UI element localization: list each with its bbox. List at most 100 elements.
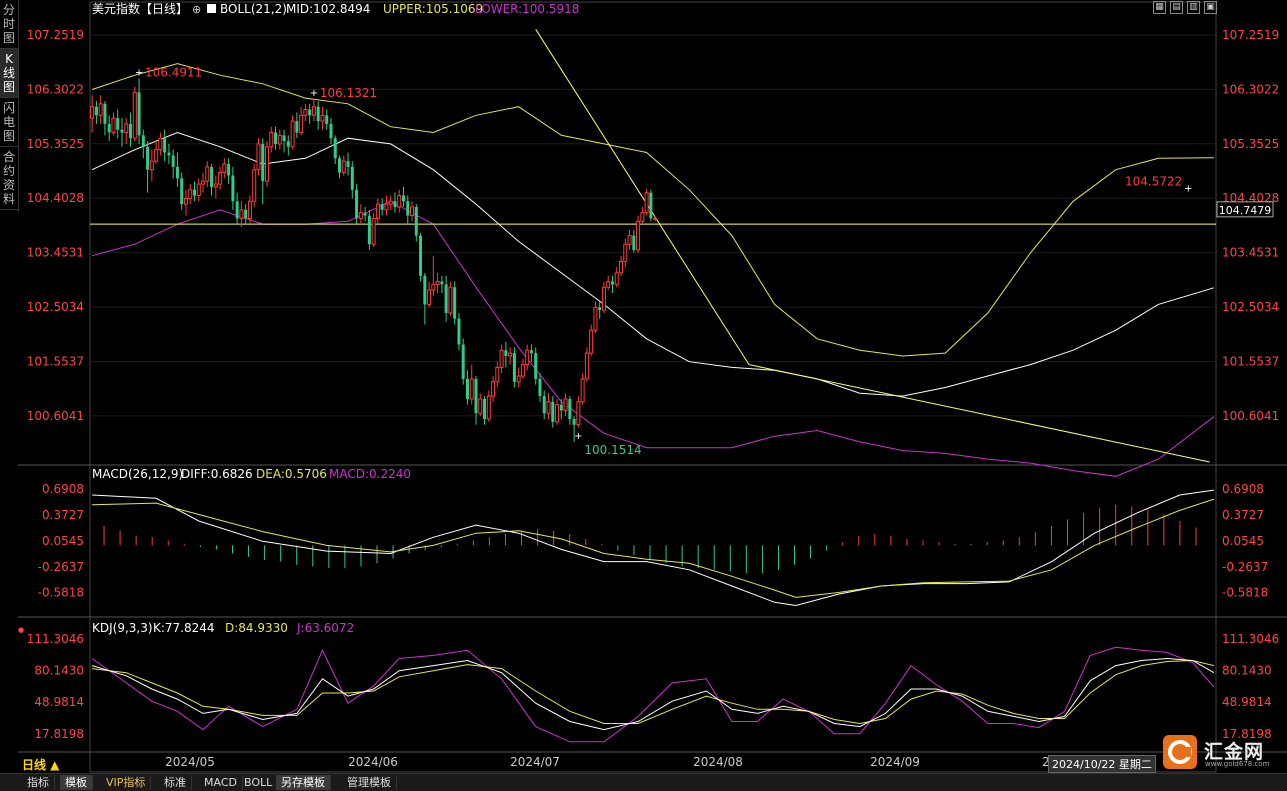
macd-tick-right: -0.2637 [1222,560,1268,574]
candle-body [235,201,239,219]
candle-body [277,134,282,145]
kdj-tick-left: 48.9814 [34,695,84,709]
price-tick-right: 105.3525 [1222,137,1279,151]
candle-body [205,166,210,182]
boll-label: BOLL(21,2) [220,2,287,16]
x-axis-label: 2024/08 [693,755,743,769]
candle-body [158,137,163,151]
price-tick-right: 101.5537 [1222,354,1279,368]
kdj-label: KDJ(9,3,3) [92,621,153,635]
price-tick-right: 107.2519 [1222,28,1279,42]
candle-body [329,123,333,139]
candle-body [175,166,179,179]
x-axis-label: 2 [1042,755,1050,769]
price-tick-right: 100.6041 [1222,409,1279,423]
candle-body [325,115,329,124]
candle-body [601,286,606,311]
candle-body [363,212,367,216]
macd-tick-right: 0.3727 [1222,508,1264,522]
candle-body [542,396,546,414]
candle-body [388,200,393,205]
candle-body [213,183,218,188]
candle-body [465,378,469,399]
tab-macd[interactable]: MACD [199,775,243,790]
kdj-k-value: K:77.8244 [153,621,215,635]
candle-body [534,353,538,379]
candle-body [218,172,223,185]
boll-mid-line [91,131,1215,397]
tab-templates[interactable]: 模板 [60,775,93,790]
tab-contract-info[interactable]: 合约资料 [0,147,18,210]
macd-tick-left: 0.0545 [42,534,84,548]
kdj-tick-left: 80.1430 [34,664,84,678]
tab-standard[interactable]: 标准 [159,775,192,790]
chart-title: 美元指数【日线】 [92,1,188,16]
candle-body [98,103,103,116]
trend-line [535,29,1210,463]
candle-body [483,398,487,420]
tab-flash[interactable]: 闪电图 [0,98,18,147]
macd-tick-left: -0.5818 [38,586,84,600]
price-tick-left: 101.5537 [27,354,84,368]
tab-timeshare[interactable]: 分时图 [0,0,18,49]
current-price: 104.7479 [1219,204,1272,217]
macd-tick-left: 0.3727 [42,508,84,522]
marker-icon: + [135,68,143,79]
macd-tick-right: -0.5818 [1222,586,1268,600]
candle-body [453,287,457,319]
window-controls: ▦ ▤ ▥ ▣ [1153,1,1219,15]
add-icon: ⊕ [192,3,201,16]
candle-body [486,395,491,420]
candle-body [137,92,141,136]
candle-body [627,235,632,245]
settings-icon[interactable]: ▣ [1204,1,1217,14]
price-tick-left: 105.3525 [27,137,84,151]
candle-body [282,135,286,142]
indicator-dot-icon: ● [18,626,24,634]
candle-body [167,152,171,156]
candle-body [495,366,500,383]
candle-body [610,281,614,285]
candle-body [90,106,95,119]
macd-tick-left: -0.2637 [38,560,84,574]
candle-body [414,206,418,236]
candle-body [261,143,265,182]
period-selector[interactable]: 日线 ▲ [22,758,60,772]
candle-body [222,163,227,174]
layout-icon[interactable]: ▤ [1170,1,1183,14]
candle-body [614,272,619,285]
macd-label: MACD(26,12,9) [92,467,183,481]
tab-kline[interactable]: K线图 [0,49,18,98]
candle-body [346,161,350,167]
tab-save-template[interactable]: 另存模板 [276,775,331,790]
candle-body [619,260,624,274]
candle-body [286,141,290,147]
candle-body [265,146,270,182]
candle-body [589,329,594,354]
current-price-box [1216,201,1274,218]
legend-box-icon [207,4,216,13]
candle-body [269,131,274,148]
plot-frame [89,1,1217,773]
price-tick-left: 102.5034 [27,300,84,314]
macd-dea-value: DEA:0.5706 [256,467,327,481]
price-annotation: 100.1514 [584,443,641,457]
tab-vip-indicators[interactable]: VIP指标 [101,775,152,790]
tab-manage-template[interactable]: 管理模板 [342,775,397,790]
candle-body [171,155,175,167]
candle-body [555,404,560,423]
candle-body [538,378,542,397]
candle-body [116,118,120,130]
candle-body [192,189,196,196]
grid-icon[interactable]: ▦ [1153,1,1166,14]
candle-body [94,106,98,116]
tile-icon[interactable]: ▥ [1187,1,1200,14]
tab-boll[interactable]: BOLL [239,775,279,790]
candle-body [303,109,308,116]
tab-indicators[interactable]: 指标 [22,775,55,790]
boll-upper-value: UPPER:105.1069 [383,2,483,16]
candle-body [636,220,641,251]
macd-dea-line [92,498,1215,598]
candle-body [320,114,325,122]
